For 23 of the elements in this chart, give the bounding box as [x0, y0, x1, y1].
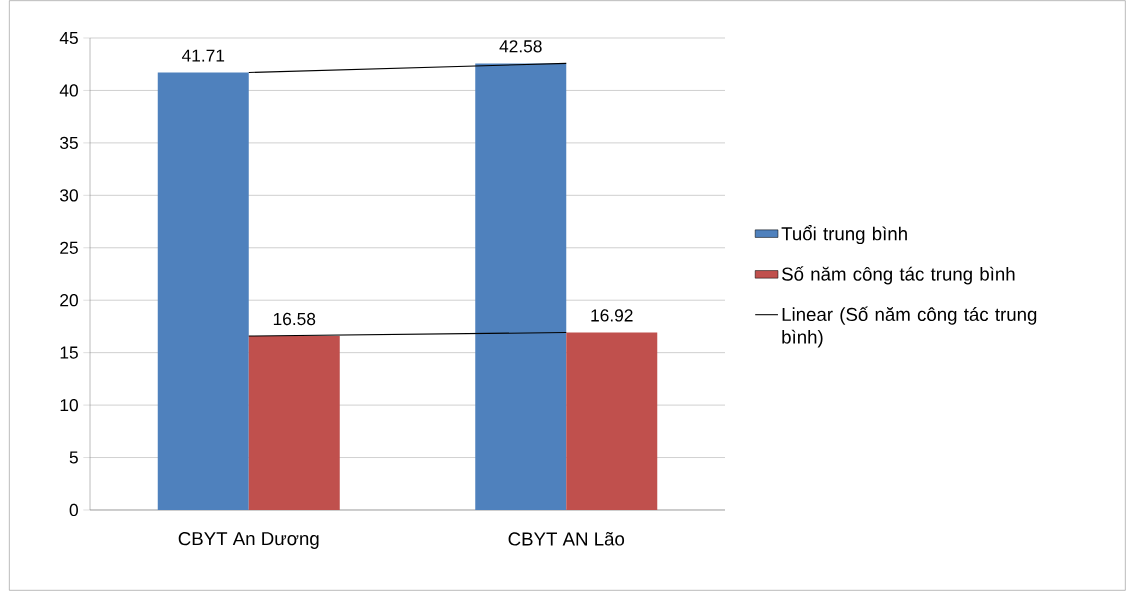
y-tick-label: 0	[69, 503, 78, 517]
legend-label: Tuổi trung bình	[781, 225, 907, 245]
y-tick-label: 40	[59, 84, 78, 97]
bar	[566, 332, 658, 510]
y-tick-label: 20	[60, 294, 78, 307]
y-tick-label: 10	[60, 398, 78, 412]
x-tick-label: CBYT An Dương	[178, 532, 319, 549]
y-tick-label: 35	[60, 136, 78, 150]
data-label: 41.71	[181, 49, 225, 62]
bar	[475, 63, 567, 510]
x-tick-label: CBYT AN Lão	[508, 532, 625, 546]
bar	[157, 72, 249, 510]
legend-label: Số năm công tác trung bình	[782, 266, 1015, 285]
legend-label: Linear (Số năm công tác trung bình)	[782, 306, 1037, 348]
bar	[248, 336, 340, 510]
y-tick-label: 5	[69, 451, 78, 464]
data-label: 42.58	[499, 40, 542, 53]
y-tick-label: 15	[60, 346, 78, 359]
y-tick-label: 45	[59, 31, 78, 45]
data-label: 16.58	[273, 312, 316, 326]
y-tick-label: 25	[60, 241, 78, 254]
y-tick-label: 30	[60, 189, 78, 202]
data-label: 16.92	[591, 309, 633, 322]
